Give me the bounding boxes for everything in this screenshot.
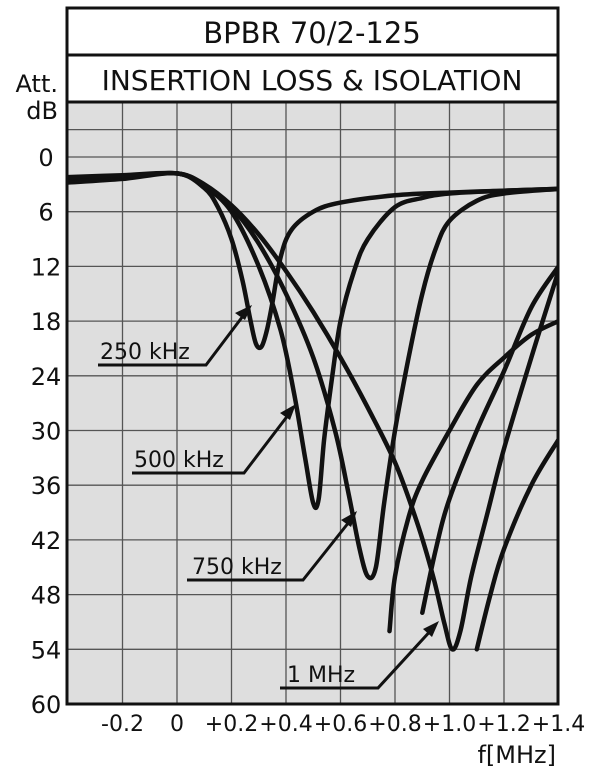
x-tick-label: 0 (170, 712, 184, 737)
x-tick-label: +0.4 (259, 712, 312, 737)
annotation-1mhz-leader (280, 625, 436, 690)
x-tick-labels: -0.2 0 +0.2 +0.4 +0.6 +0.8 +1.0 +1.2 +1.4 (101, 712, 585, 737)
title-box (65, 6, 560, 57)
y-tick-labels: 0 6 12 18 24 30 36 42 48 54 60 (31, 144, 62, 719)
annotation-500khz-label: 500 kHz (134, 448, 224, 473)
curves (67, 170, 558, 652)
y-tick-label: 42 (31, 527, 62, 555)
y-tick-label: 48 (31, 582, 62, 610)
y-tick-label: 6 (38, 199, 53, 227)
y-tick-label: 24 (31, 363, 62, 391)
y-tick-label: 30 (31, 418, 62, 446)
series-line-isolation (474, 437, 558, 652)
x-tick-label: +1.0 (423, 712, 476, 737)
x-axis-label: f[MHz] (477, 741, 556, 769)
annotation-750khz: 750 kHz (187, 511, 357, 582)
annotation-250khz-leader (98, 311, 248, 367)
x-tick-label: -0.2 (101, 712, 144, 737)
y-tick-label: 0 (38, 144, 53, 172)
plot-frame (65, 100, 560, 706)
y-tick-label: 36 (31, 472, 62, 500)
chart-subtitle: INSERTION LOSS & ISOLATION (102, 64, 523, 97)
y-tick-label: 18 (31, 308, 62, 336)
annotation-500khz-arrowhead (280, 404, 296, 420)
y-tick-label: 60 (31, 691, 62, 719)
series-line-1-mhz (67, 170, 558, 652)
annotation-750khz-label: 750 kHz (192, 555, 282, 580)
y-tick-label: 54 (31, 636, 62, 664)
x-tick-label: +0.8 (368, 712, 421, 737)
series-line-isolation (420, 264, 558, 616)
x-tick-label: +0.6 (314, 712, 367, 737)
annotation-1mhz-arrowhead (423, 621, 439, 637)
annotation-500khz-leader (132, 409, 294, 475)
chart-title: BPBR 70/2-125 (203, 16, 421, 50)
x-tick-label: +1.2 (477, 712, 530, 737)
subtitle-box (65, 53, 560, 104)
y-axis-label-line2: dB (26, 97, 58, 125)
annotation-1mhz-label: 1 MHz (287, 663, 355, 688)
y-tick-label: 12 (31, 253, 62, 281)
series-line-isolation (387, 318, 558, 634)
y-axis-label-line1: Att. (16, 70, 58, 98)
annotation-250khz-arrowhead (235, 305, 252, 320)
annotation-250khz-label: 250 kHz (100, 340, 190, 365)
annotation-750khz-arrowhead (341, 511, 357, 527)
x-tick-label: +1.4 (532, 712, 585, 737)
annotation-250khz: 250 kHz (98, 305, 252, 367)
x-tick-label: +0.2 (205, 712, 258, 737)
annotation-750khz-leader (187, 516, 355, 582)
annotation-1mhz: 1 MHz (280, 621, 439, 690)
annotation-500khz: 500 kHz (132, 404, 296, 475)
